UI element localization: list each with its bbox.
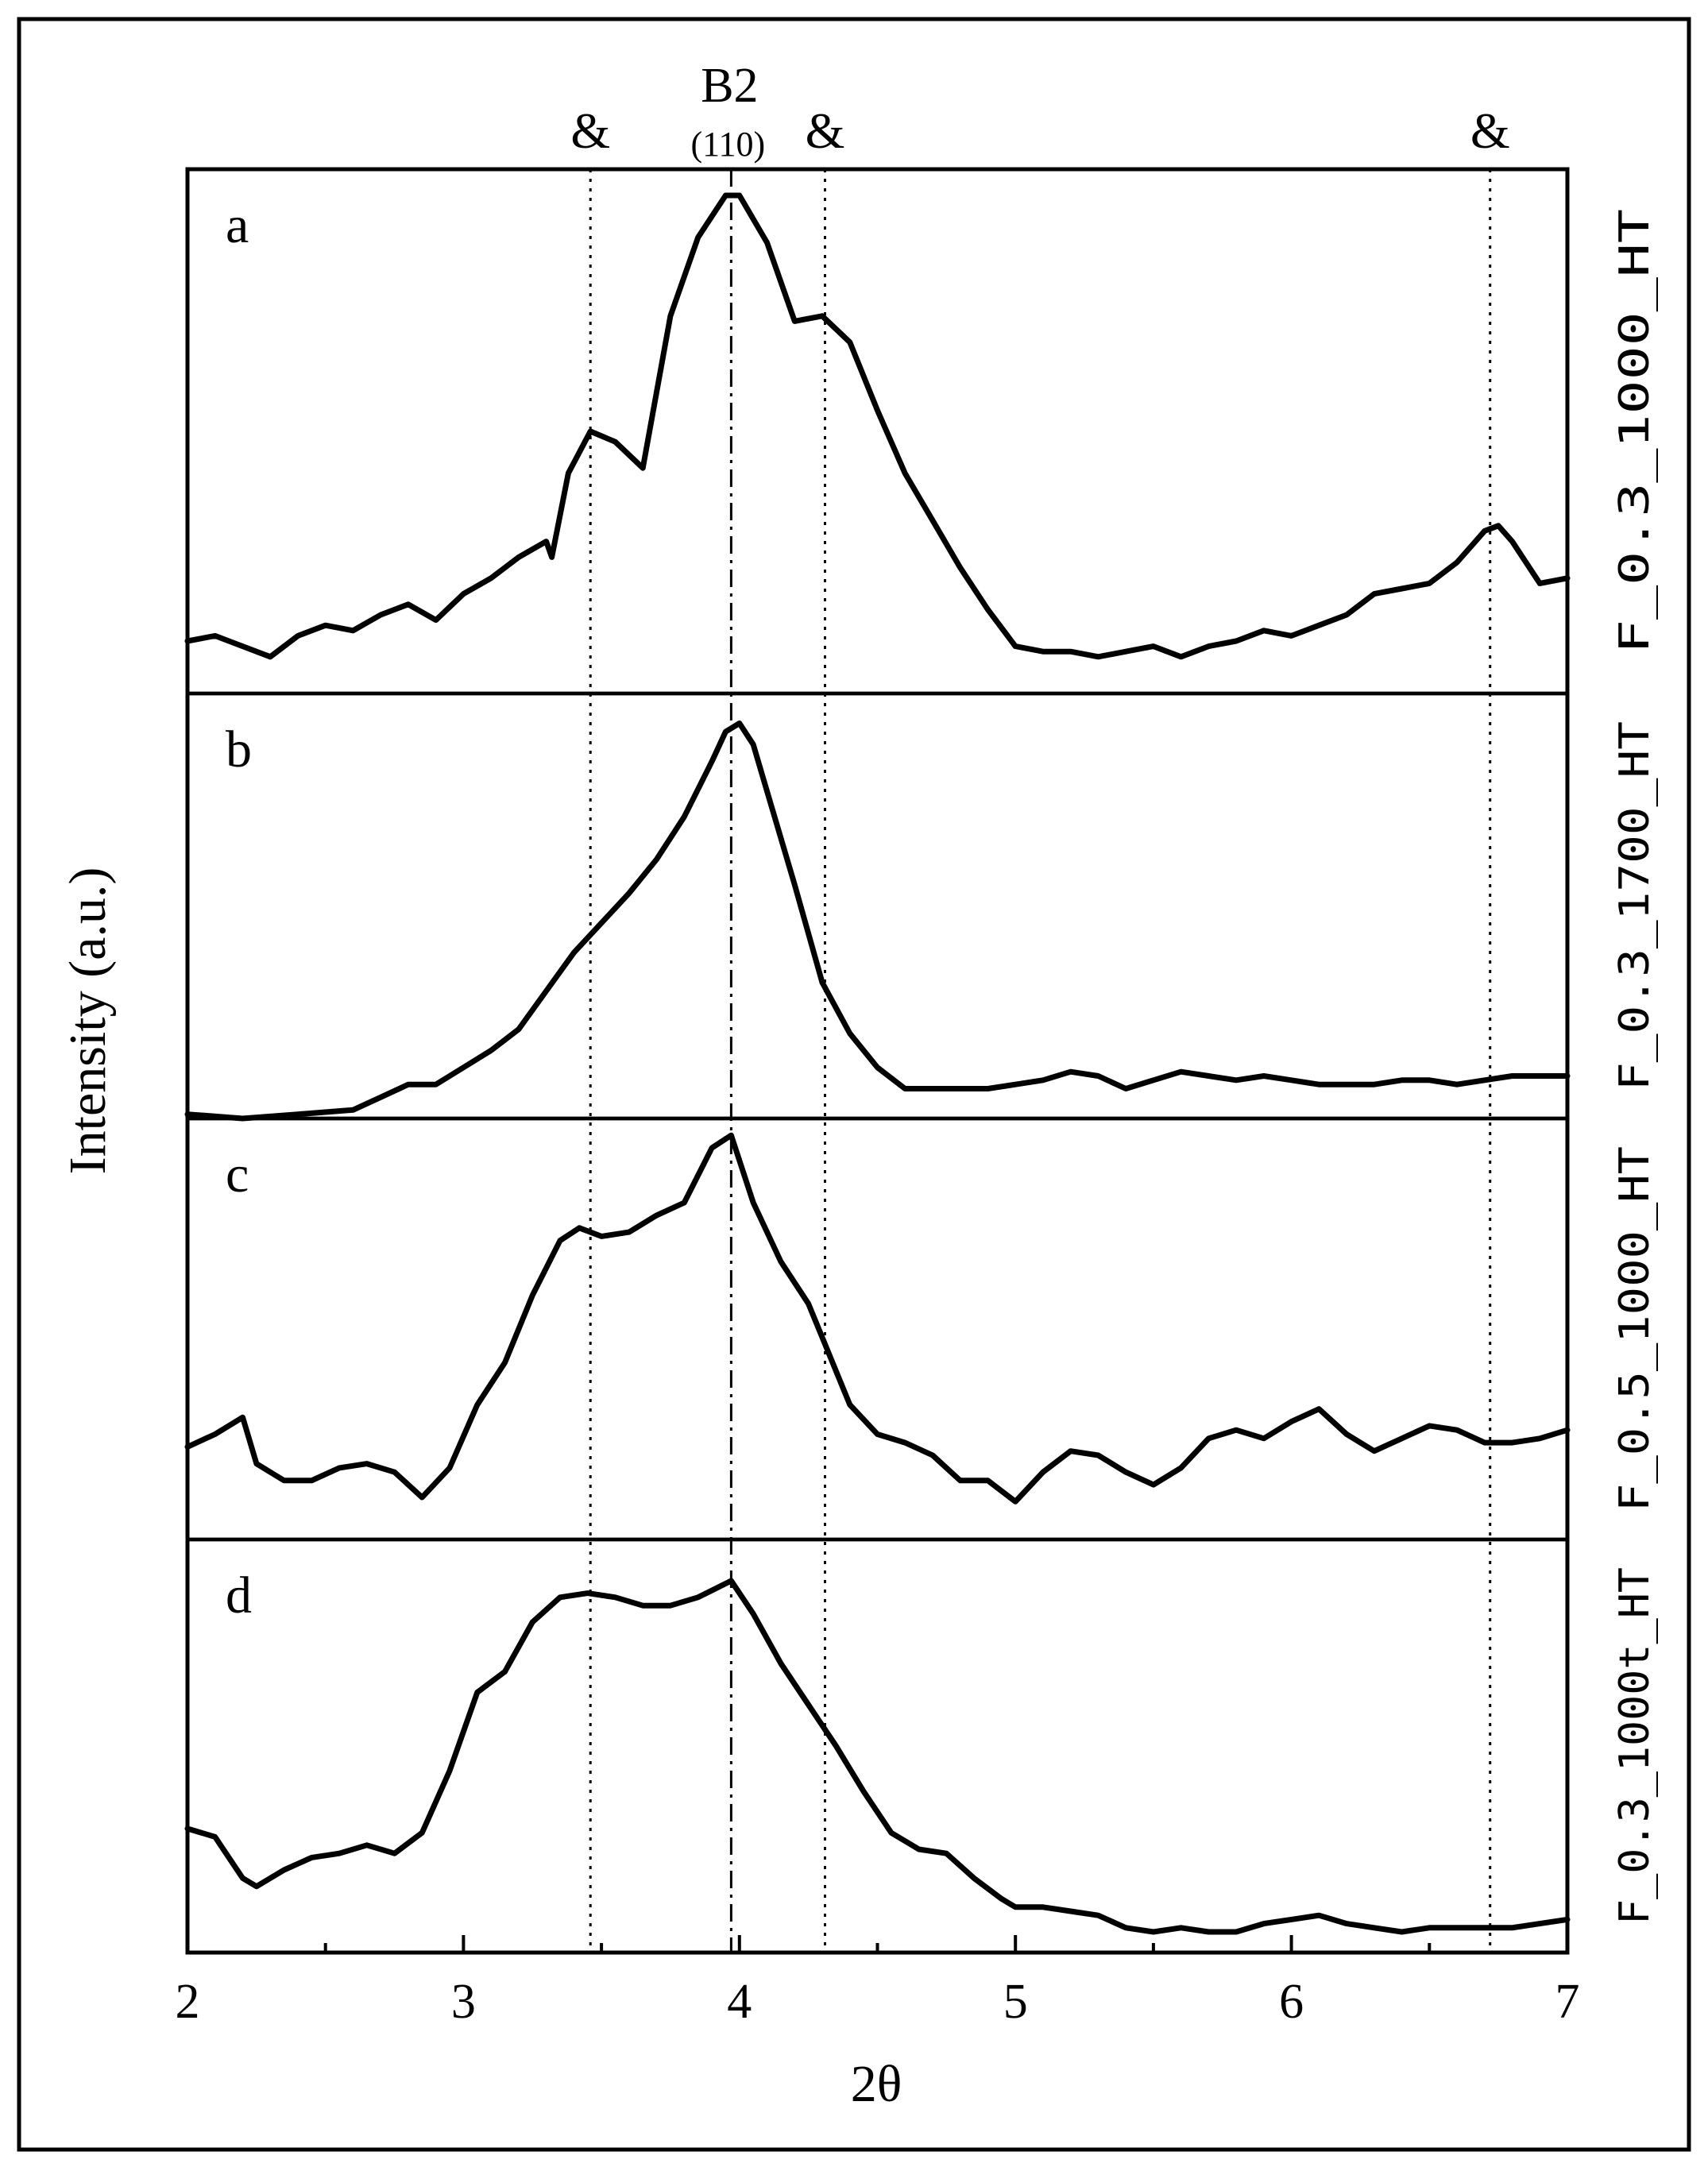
panel-letter-c: c (226, 1145, 249, 1203)
trace-b (184, 720, 1571, 1122)
trace-c (184, 1132, 1571, 1505)
x-tick-label-5: 7 (1555, 1975, 1580, 2029)
x-axis-label: 2θ (851, 2055, 902, 2113)
sample-labels: F_0.3_1000_HT F_0.3_1700_HT F_0.5_1000_HT F… (1611, 209, 1659, 1925)
trace-d (184, 1578, 1571, 1935)
sample-label-c: F_0.5_1000_HT (1611, 1146, 1659, 1512)
reference-label-1: & (570, 102, 610, 159)
sample-label-d: F_0.3_1000t_HT (1611, 1567, 1659, 1925)
y-axis-label: Intensity (a.u.) (59, 867, 117, 1175)
panel-letter-b: b (226, 720, 252, 778)
reference-sublabel-0: (110) (691, 125, 766, 164)
trace-a (184, 192, 1571, 660)
reference-label-0: B2 (701, 59, 758, 113)
x-tick-label-0: 2 (176, 1975, 200, 2029)
reference-label-2: & (806, 102, 845, 159)
data-traces (184, 192, 1571, 1935)
reference-label-3: & (1470, 102, 1510, 159)
panel-letter-d: d (226, 1566, 252, 1624)
reference-lines (589, 169, 1492, 1953)
x-tick-label-2: 4 (727, 1975, 752, 2029)
outer-border (17, 17, 1691, 2152)
x-tick-label-3: 5 (1003, 1975, 1028, 2029)
panel-letter-a: a (226, 196, 249, 254)
sample-label-b: F_0.3_1700_HT (1611, 721, 1659, 1091)
x-tick-label-4: 6 (1279, 1975, 1304, 2029)
x-axis: 2 3 4 5 6 7 (176, 1935, 1580, 2029)
reference-labels: B2 (110) & & & (570, 59, 1509, 164)
panel-letters: a b c d (226, 196, 252, 1624)
x-tick-label-1: 3 (451, 1975, 476, 2029)
sample-label-a: F_0.3_1000_HT (1611, 209, 1659, 654)
